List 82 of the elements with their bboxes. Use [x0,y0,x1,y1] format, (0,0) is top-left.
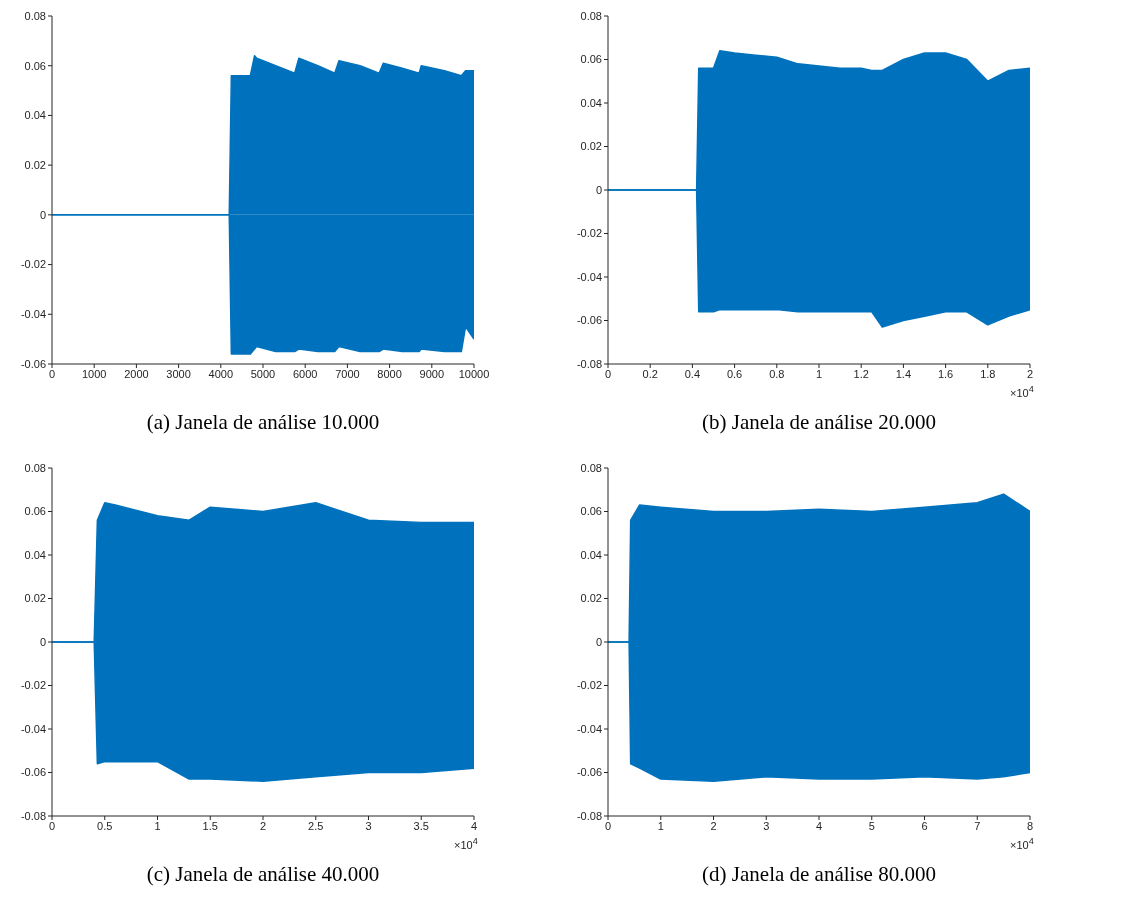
x-tick-label: 0 [48,367,56,380]
x-tick-label: 1 [815,367,823,380]
y-tick-label: 0.04 [580,548,602,561]
x-tick-label: 7 [974,819,981,832]
y-tick-label: 0.02 [24,159,46,172]
y-tick-label: 0 [595,635,602,648]
y-tick-label: 0 [595,183,602,196]
x-tick-label: 1 [657,819,664,832]
x-tick-label: 3 [365,819,372,832]
x-tick-label: 6000 [292,367,318,380]
x-tick-label: 2 [710,819,717,832]
x-tick-label: 8 [1026,819,1034,832]
x-tick-label: 4000 [208,367,234,380]
y-tick-label: 0.06 [24,59,46,72]
y-tick-label: -0.06 [576,314,602,327]
y-tick-label: -0.02 [576,679,602,692]
y-tick-label: -0.04 [20,308,46,321]
x-tick-label: 0 [604,819,612,832]
x-tick-label: 1.6 [937,367,954,380]
y-tick-label: -0.08 [576,357,602,370]
y-tick-label: 0.08 [580,461,602,474]
x-tick-label: 10000 [458,367,490,380]
y-tick-label: 0.04 [580,96,602,109]
text: (a) Janela de análise 10.000 [145,410,381,435]
x-tick-label: 0.2 [642,367,658,380]
x-tick-label: 4 [470,819,478,832]
x-tick-label: 3 [763,819,770,832]
x-tick-label: 3.5 [413,819,429,832]
y-tick-label: -0.04 [20,722,46,735]
y-tick-label: 0.08 [24,9,46,22]
x-tick-label: 0.8 [769,367,785,380]
x-tick-label: 1000 [81,367,107,380]
y-tick-label: 0.04 [24,109,46,122]
y-tick-label: -0.02 [576,227,602,240]
y-tick-label: -0.08 [20,809,46,822]
x-tick-label: 0.4 [684,367,701,380]
x-tick-label: 6 [921,819,928,832]
x-tick-label: 2000 [124,367,149,380]
text: ×10$^{4}$ [454,836,478,851]
x-tick-label: 7000 [335,367,360,380]
text: ×10$^{4}$ [1010,384,1034,399]
y-tick-label: -0.06 [20,357,46,370]
y-tick-label: 0.02 [580,592,602,605]
y-tick-label: 0.06 [580,53,602,66]
text: (d) Janela de análise 80.000 [701,862,937,887]
x-tick-label: 0 [48,819,56,832]
y-tick-label: -0.08 [576,809,602,822]
x-tick-label: 2 [259,819,267,832]
x-tick-label: 0 [604,367,612,380]
x-tick-label: 0.6 [726,367,743,380]
x-tick-label: 8000 [377,367,402,380]
text: (c) Janela de análise 40.000 [145,862,381,887]
y-tick-label: 0.04 [24,548,46,561]
x-tick-label: 2.5 [308,819,324,832]
y-tick-label: 0.06 [580,505,602,518]
y-tick-label: -0.06 [576,766,602,779]
y-tick-label: 0 [39,635,46,648]
x-tick-label: 9000 [419,367,445,380]
x-tick-label: 5000 [250,367,276,380]
y-tick-label: -0.02 [20,258,46,271]
y-tick-label: 0 [39,208,46,221]
x-tick-label: 1.8 [980,367,996,380]
y-tick-label: 0.02 [24,592,46,605]
x-tick-label: 1.4 [895,367,912,380]
y-tick-label: 0.08 [24,461,46,474]
x-tick-label: 1.2 [853,367,869,380]
text: (b) Janela de análise 20.000 [701,410,937,435]
y-tick-label: 0.06 [24,505,46,518]
y-tick-label: -0.04 [576,722,602,735]
x-tick-label: 3000 [166,367,191,380]
y-tick-label: -0.04 [576,270,602,283]
x-tick-label: 0.5 [97,819,113,832]
text: ×10$^{4}$ [1010,836,1034,851]
x-tick-label: 5 [868,819,875,832]
y-tick-label: -0.06 [20,766,46,779]
y-tick-label: 0.02 [580,140,602,153]
x-tick-label: 4 [815,819,823,832]
y-tick-label: -0.02 [20,679,46,692]
x-tick-label: 2 [1026,367,1034,380]
y-tick-label: 0.08 [580,9,602,22]
x-tick-label: 1.5 [202,819,218,832]
x-tick-label: 1 [154,819,161,832]
